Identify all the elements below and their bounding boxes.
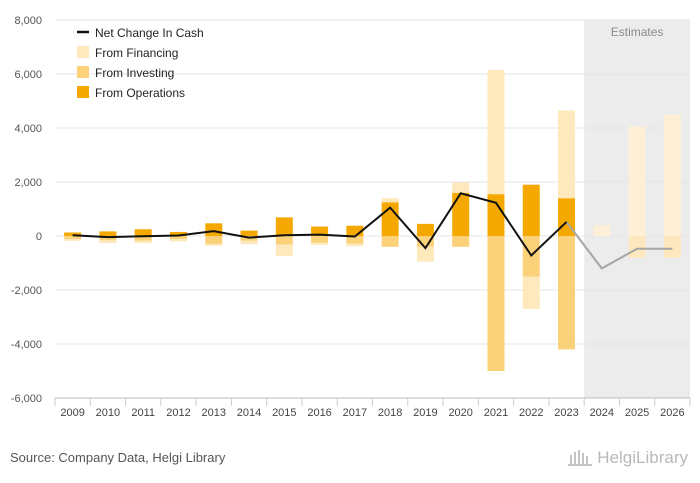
x-tick-label: 2013 [202,407,226,419]
x-tick-label: 2018 [378,407,402,419]
x-tick-label: 2009 [60,407,84,419]
bar-from-financing-2025 [628,126,646,236]
cash-flow-chart: Estimates -6,000 -4,000 -2,000 0 2,000 4,000 6,… [11,15,691,419]
bar-from-investing-2025 [628,236,646,258]
bar-from-financing-2015 [275,244,293,256]
bar-from-investing-2012 [169,236,187,240]
bar-from-financing-2012 [169,239,187,242]
bar-from-financing-2014 [240,240,258,245]
brand-name: HelgiLibrary [597,448,688,467]
x-tick-label: 2020 [448,407,472,419]
bar-from-operations-2009 [64,232,82,236]
library-building-icon [567,448,593,468]
bar-from-investing-2011 [134,236,152,241]
bar-from-operations-2012 [169,231,187,236]
bar-from-investing-2020 [452,236,470,247]
x-tick-label: 2026 [660,407,684,419]
bar-from-financing-2021 [487,69,505,195]
legend-label-from-financing: From Financing [95,46,178,60]
bar-from-financing-2018 [381,198,399,203]
bar-from-operations-2011 [134,229,152,236]
bar-from-operations-2022 [522,184,540,236]
bar-from-investing-2019 [416,236,434,247]
bar-from-financing-2023 [558,110,576,199]
x-tick-label: 2025 [625,407,649,419]
net-change-line-estimate [565,221,673,270]
x-tick-label: 2012 [166,407,190,419]
bar-from-operations-2014 [240,230,258,236]
estimates-label: Estimates [611,25,664,39]
legend-label-from-operations: From Operations [95,86,185,100]
y-tick-label: 4,000 [14,123,42,135]
bar-from-operations-2010 [99,231,117,236]
bar-from-operations-2021 [487,194,505,236]
y-tick-label: 6,000 [14,69,42,81]
y-tick-label: -6,000 [11,393,42,405]
x-tick-label: 2024 [590,407,614,419]
bar-from-financing-2010 [99,240,117,244]
bar-from-financing-2022 [522,276,540,309]
bar-from-financing-2013 [205,244,223,246]
bar-from-investing-2018 [381,236,399,247]
x-tick-label: 2017 [343,407,367,419]
bar-from-investing-2021 [487,236,505,371]
bar-from-investing-2009 [64,236,82,240]
brand-logo: HelgiLibrary [567,448,688,468]
bar-from-financing-2020 [452,182,470,193]
bar-from-investing-2026 [663,236,681,258]
bar-from-operations-2013 [205,223,223,236]
legend: Net Change In Cash From Financing From Inv… [77,26,204,100]
y-tick-label: -2,000 [11,285,42,297]
x-tick-label: 2019 [413,407,437,419]
x-tick-label: 2016 [307,407,331,419]
bar-from-investing-2023 [558,236,576,350]
y-tick-label: 8,000 [14,15,42,27]
bar-from-financing-2026 [663,114,681,236]
legend-swatch-from-operations [77,86,89,98]
source-note: Source: Company Data, Helgi Library [10,450,226,465]
y-tick-label: 0 [36,231,42,243]
y-tick-label: -4,000 [11,339,42,351]
x-tick-label: 2014 [237,407,261,419]
bar-from-operations-2015 [275,217,293,236]
bar-from-operations-2016 [311,226,329,236]
bar-from-investing-2015 [275,236,293,245]
bar-from-financing-2017 [346,243,364,247]
legend-label-net-change-in-cash: Net Change In Cash [95,26,204,40]
y-tick-label: 2,000 [14,177,42,189]
bar-from-operations-2017 [346,225,364,236]
x-tick-label: 2011 [131,407,155,419]
legend-label-from-investing: From Investing [95,66,174,80]
bar-from-operations-2020 [452,192,470,236]
x-tick-label: 2021 [484,407,508,419]
x-tick-label: 2023 [554,407,578,419]
legend-swatch-from-financing [77,46,89,58]
bar-from-investing-2013 [205,236,223,245]
bar-from-investing-2017 [346,236,364,244]
bar-from-financing-2019 [416,246,434,262]
bar-from-financing-2024 [593,225,611,236]
x-tick-label: 2022 [519,407,543,419]
x-tick-label: 2010 [96,407,120,419]
bar-from-investing-2016 [311,236,329,243]
bar-from-financing-2011 [134,240,152,244]
net-change-line [72,192,568,257]
bar-from-financing-2009 [64,239,82,241]
bar-from-operations-2019 [416,223,434,236]
legend-swatch-from-investing [77,66,89,78]
bar-from-investing-2010 [99,236,117,241]
x-tick-label: 2015 [272,407,296,419]
bar-from-financing-2016 [311,242,329,245]
